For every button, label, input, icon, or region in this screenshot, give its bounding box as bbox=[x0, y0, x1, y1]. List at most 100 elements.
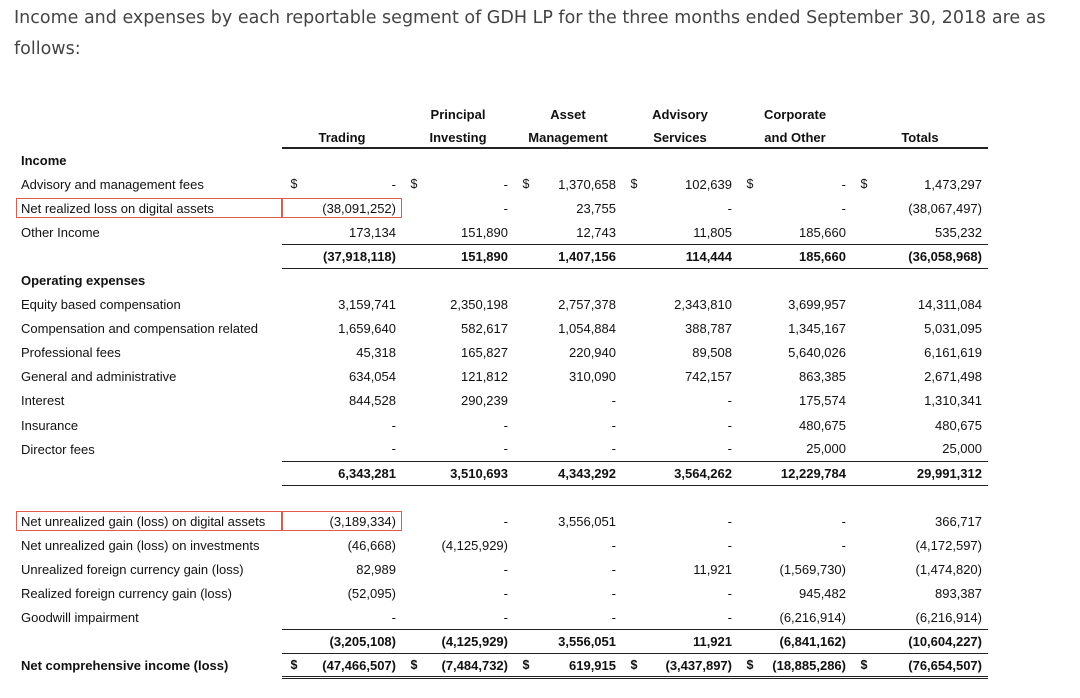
section-income-row: Income bbox=[16, 148, 988, 172]
cell-asset: 619,915 bbox=[538, 653, 622, 680]
cell-advisory: - bbox=[727, 537, 732, 553]
table-row: Interest 844,528 290,239 - - 175,574 1,3… bbox=[16, 389, 988, 413]
cell-principal: (4,125,929) bbox=[441, 537, 509, 553]
header-principal-investing: Investing bbox=[402, 124, 514, 149]
cell-totals: (6,216,914) bbox=[915, 609, 983, 625]
header-row-2: Trading Investing Management Services an… bbox=[16, 124, 988, 149]
cell-corporate: - bbox=[841, 513, 846, 529]
cell-corporate: (18,885,286) bbox=[762, 653, 852, 680]
cell-asset: 3,556,051 bbox=[558, 513, 616, 529]
table-row: Unrealized foreign currency gain (loss) … bbox=[16, 558, 988, 582]
cell-asset: - bbox=[611, 441, 616, 457]
cell-principal: (7,484,732) bbox=[426, 653, 514, 680]
table-row-highlighted: Net unrealized gain (loss) on digital as… bbox=[16, 509, 988, 533]
cell-corporate: 3,699,957 bbox=[788, 297, 846, 313]
cell-asset: 1,370,658 bbox=[558, 176, 616, 192]
cell-totals: (76,654,507) bbox=[876, 653, 988, 680]
cell-principal: 2,350,198 bbox=[450, 297, 508, 313]
cell-principal: - bbox=[503, 200, 508, 216]
cell-advisory: 102,639 bbox=[685, 176, 732, 192]
cell-advisory: 3,564,262 bbox=[646, 460, 738, 486]
cell-advisory: - bbox=[727, 586, 732, 602]
row-label: Net unrealized gain (loss) on investment… bbox=[21, 537, 260, 553]
cell-corporate: 5,640,026 bbox=[788, 345, 846, 361]
row-label: Other Income bbox=[21, 224, 100, 240]
cell-totals: 535,232 bbox=[935, 224, 982, 240]
row-label: Unrealized foreign currency gain (loss) bbox=[21, 562, 244, 578]
cell-totals: (4,172,597) bbox=[915, 537, 983, 553]
cell-totals: (10,604,227) bbox=[876, 629, 988, 655]
row-label: Compensation and compensation related bbox=[21, 321, 259, 337]
currency-sign: $ bbox=[282, 653, 306, 680]
cell-asset: 310,090 bbox=[569, 369, 616, 385]
table-row: Equity based compensation 3,159,741 2,35… bbox=[16, 293, 988, 317]
subtotal-row-other: (3,205,108) (4,125,929) 3,556,051 11,921… bbox=[16, 629, 988, 655]
cell-asset: 2,757,378 bbox=[558, 297, 616, 313]
row-label: Interest bbox=[21, 393, 65, 409]
header-advisory-line1: Advisory bbox=[652, 107, 708, 122]
cell-corporate: 25,000 bbox=[806, 441, 846, 457]
currency-sign: $ bbox=[622, 653, 646, 680]
subtotal-row-opex: 6,343,281 3,510,693 4,343,292 3,564,262 … bbox=[16, 460, 988, 486]
cell-principal: (4,125,929) bbox=[426, 629, 514, 655]
cell-asset: - bbox=[611, 609, 616, 625]
header-trading: Trading bbox=[282, 124, 402, 149]
cell-totals: 6,161,619 bbox=[924, 345, 982, 361]
currency-sign: $ bbox=[630, 177, 638, 192]
cell-advisory: - bbox=[727, 609, 732, 625]
cell-principal: 582,617 bbox=[461, 321, 508, 337]
cell-totals: (36,058,968) bbox=[876, 243, 988, 269]
row-label: Director fees bbox=[21, 441, 95, 457]
table-row: Net unrealized gain (loss) on investment… bbox=[16, 533, 988, 557]
cell-asset: 4,343,292 bbox=[538, 460, 622, 486]
row-label: Insurance bbox=[21, 417, 79, 433]
cell-totals: (38,067,497) bbox=[908, 200, 982, 216]
header-row-1: Principal Asset Advisory Corporate bbox=[16, 100, 988, 124]
cell-corporate: - bbox=[841, 176, 846, 192]
table-row: General and administrative 634,054 121,8… bbox=[16, 365, 988, 389]
table-row: Advisory and management fees $ - $ - $ 1… bbox=[16, 172, 988, 196]
cell-trading-highlighted: (38,091,252) bbox=[282, 196, 402, 220]
cell-principal: 151,890 bbox=[426, 243, 514, 269]
cell-corporate: 185,660 bbox=[762, 243, 852, 269]
cell-advisory: - bbox=[727, 441, 732, 457]
intro-paragraph: Income and expenses by each reportable s… bbox=[14, 8, 1046, 59]
cell-trading: (38,091,252) bbox=[322, 200, 396, 216]
cell-advisory: 11,805 bbox=[693, 224, 732, 240]
cell-advisory: 89,508 bbox=[692, 345, 732, 361]
net-comprehensive-row: Net comprehensive income (loss) $ (47,46… bbox=[16, 653, 988, 680]
cell-trading: 634,054 bbox=[349, 369, 396, 385]
cell-principal: - bbox=[503, 441, 508, 457]
header-totals: Totals bbox=[852, 124, 988, 149]
cell-trading: - bbox=[391, 417, 396, 433]
row-label: Net comprehensive income (loss) bbox=[21, 658, 229, 674]
cell-corporate: - bbox=[841, 537, 846, 553]
cell-asset: - bbox=[611, 417, 616, 433]
row-label: Equity based compensation bbox=[21, 297, 181, 313]
row-label: General and administrative bbox=[21, 369, 177, 385]
cell-principal: 165,827 bbox=[461, 345, 508, 361]
cell-totals: 893,387 bbox=[935, 586, 982, 602]
currency-sign: $ bbox=[746, 177, 754, 192]
cell-trading: (37,918,118) bbox=[306, 243, 402, 269]
cell-principal: - bbox=[503, 417, 508, 433]
cell-advisory: - bbox=[727, 417, 732, 433]
header-trading-line1 bbox=[282, 100, 402, 124]
cell-totals: 29,991,312 bbox=[876, 460, 988, 486]
header-advisory-services: Services bbox=[622, 124, 738, 149]
table-row: Professional fees 45,318 165,827 220,940… bbox=[16, 341, 988, 365]
cell-asset: 12,743 bbox=[576, 224, 616, 240]
cell-asset: 220,940 bbox=[569, 345, 616, 361]
cell-asset: 1,407,156 bbox=[538, 243, 622, 269]
cell-trading: (47,466,507) bbox=[306, 653, 402, 680]
cell-principal: 290,239 bbox=[461, 393, 508, 409]
cell-asset: - bbox=[611, 537, 616, 553]
cell-totals: 480,675 bbox=[935, 417, 982, 433]
cell-asset: - bbox=[611, 562, 616, 578]
cell-trading: (3,205,108) bbox=[306, 629, 402, 655]
cell-corporate: (6,841,162) bbox=[762, 629, 852, 655]
subtotal-row-income: (37,918,118) 151,890 1,407,156 114,444 1… bbox=[16, 243, 988, 269]
currency-sign: $ bbox=[522, 177, 530, 192]
table-row: Realized foreign currency gain (loss) (5… bbox=[16, 582, 988, 606]
cell-trading: 173,134 bbox=[349, 224, 396, 240]
